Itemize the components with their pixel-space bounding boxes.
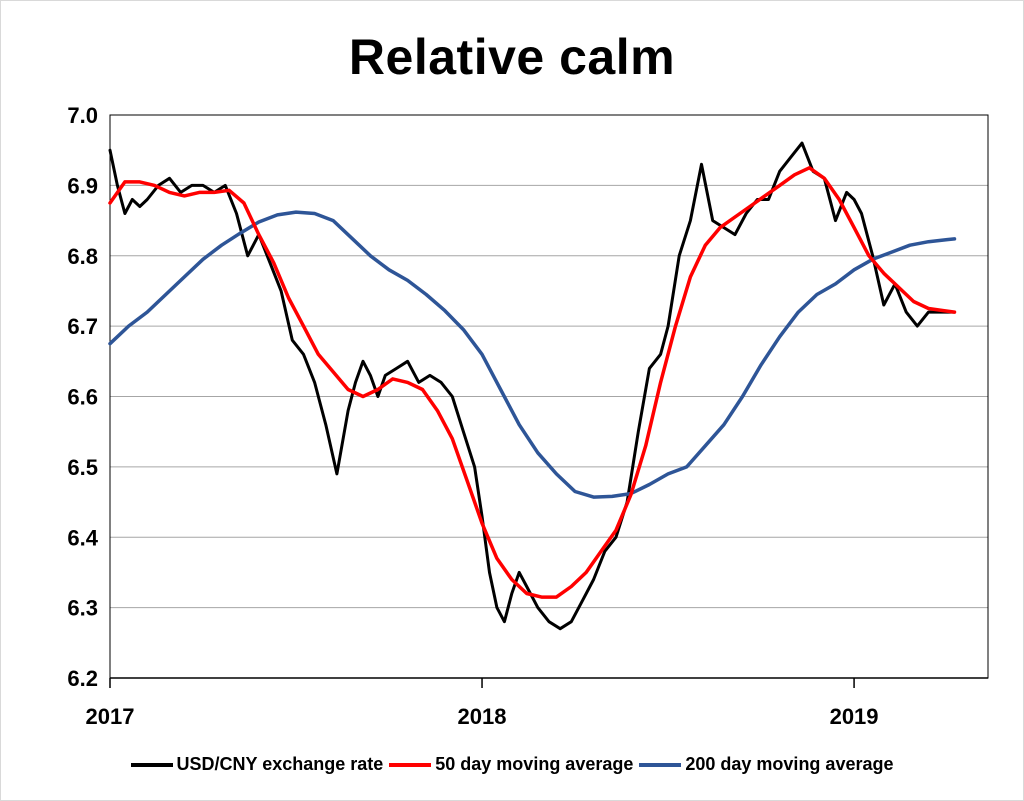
legend-swatch-blue [639, 762, 682, 767]
y-tick-label: 6.8 [67, 244, 98, 269]
legend-item-50-day: 50 day moving average [389, 754, 633, 775]
series-line [108, 141, 956, 631]
legend-item-200-day: 200 day moving average [639, 754, 893, 775]
y-tick-label: 6.4 [67, 525, 98, 550]
legend-label: 200 day moving average [685, 754, 894, 774]
y-tick-label: 6.7 [67, 314, 98, 339]
series-line [108, 166, 957, 599]
y-tick-label: 7.0 [67, 103, 98, 128]
x-tick-label: 2019 [830, 704, 879, 729]
y-tick-label: 6.9 [67, 173, 98, 198]
legend-item-exchange-rate: USD/CNY exchange rate [130, 754, 384, 775]
legend-label: 50 day moving average [435, 754, 634, 774]
y-tick-label: 6.5 [67, 455, 98, 480]
series-line [108, 210, 957, 499]
y-tick-label: 6.3 [67, 596, 98, 621]
y-tick-label: 6.2 [67, 666, 98, 691]
legend-swatch-red [389, 762, 432, 767]
x-tick-label: 2018 [458, 704, 507, 729]
chart-legend: USD/CNY exchange rate 50 day moving aver… [0, 754, 1024, 775]
legend-swatch-black [130, 762, 173, 767]
legend-label: USD/CNY exchange rate [176, 754, 384, 774]
chart-title: Relative calm [348, 29, 676, 85]
x-tick-label: 2017 [86, 704, 135, 729]
y-tick-label: 6.6 [67, 385, 98, 410]
